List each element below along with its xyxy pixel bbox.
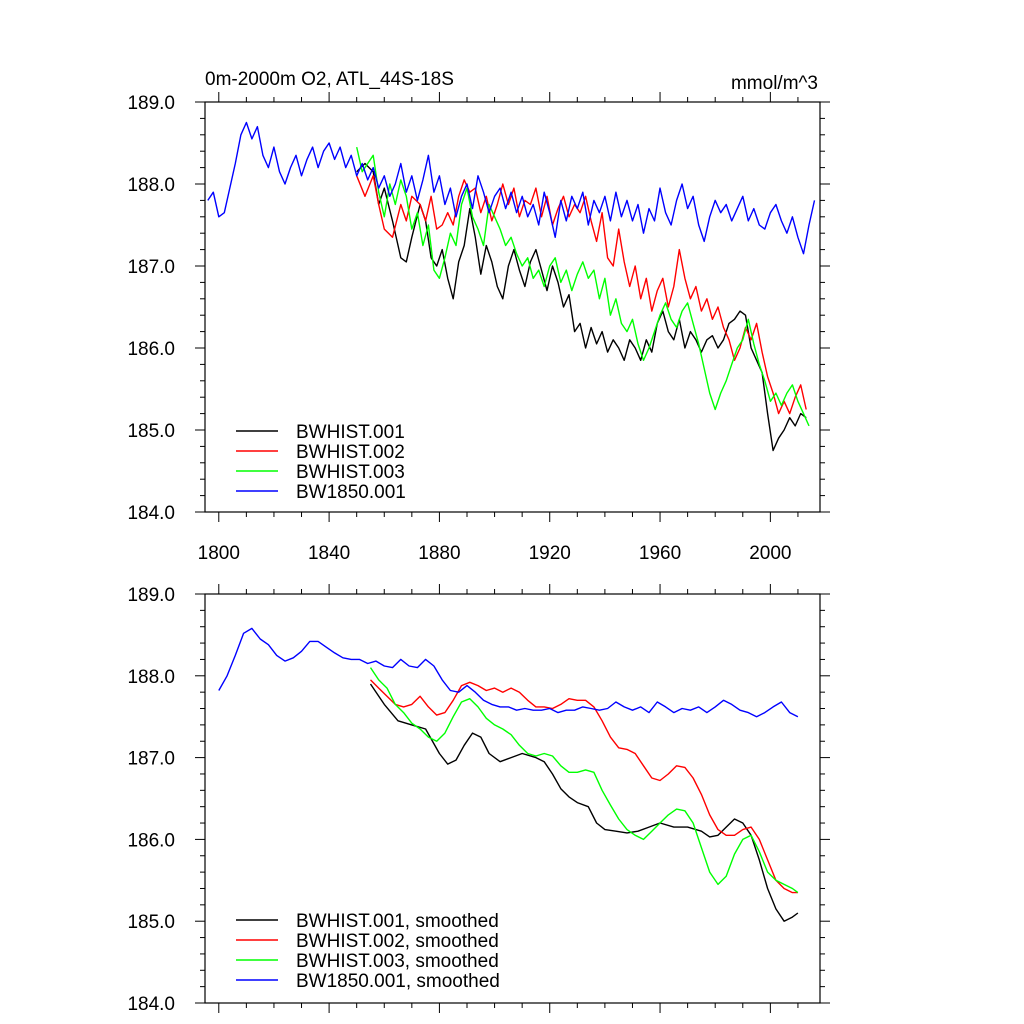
y-tick-label: 184.0 [127,994,175,1015]
y-tick-label: 189.0 [127,93,175,114]
y-tick-label: 187.0 [127,749,175,770]
legend-label: BWHIST.002 [296,442,405,463]
legend-label: BW1850.001 [296,482,406,503]
y-tick-label: 189.0 [127,585,175,606]
y-tick-label: 188.0 [127,175,175,196]
legend-label: BWHIST.001, smoothed [296,911,499,932]
legend-label: BW1850.001, smoothed [296,971,500,992]
legend-label: BWHIST.002, smoothed [296,931,499,952]
units-label: mmol/m^3 [731,73,818,94]
legend-label: BWHIST.003 [296,462,405,483]
series-line-bwhist-002-smoothed [370,679,798,894]
y-tick-label: 184.0 [127,503,175,524]
series-line-bwhist-003 [356,146,810,427]
plot-frame-2 [204,593,821,1004]
y-tick-label: 187.0 [127,257,175,278]
x-tick-label: 1840 [308,543,350,564]
legend-label: BWHIST.001 [296,422,405,443]
series-line-bw1850-001 [207,121,816,255]
y-tick-label: 185.0 [127,421,175,442]
series-line-bwhist-001 [356,162,807,452]
series-line-bw1850-001-smoothed [218,627,799,718]
x-tick-label: 1920 [529,543,571,564]
y-tick-label: 186.0 [127,339,175,360]
series-line-bwhist-002 [356,175,807,415]
y-tick-label: 188.0 [127,667,175,688]
x-tick-label: 1800 [198,543,240,564]
series-line-bwhist-003-smoothed [369,667,799,894]
x-tick-label: 2000 [749,543,791,564]
legend-label: BWHIST.003, smoothed [296,951,499,972]
x-tick-label: 1880 [418,543,460,564]
plot-frame-1 [204,101,821,513]
series-line-bwhist-001-smoothed [369,683,799,922]
x-tick-label: 1960 [639,543,681,564]
y-tick-label: 185.0 [127,912,175,933]
y-tick-label: 186.0 [127,830,175,851]
chart-title: 0m-2000m O2, ATL_44S-18S [205,69,454,90]
